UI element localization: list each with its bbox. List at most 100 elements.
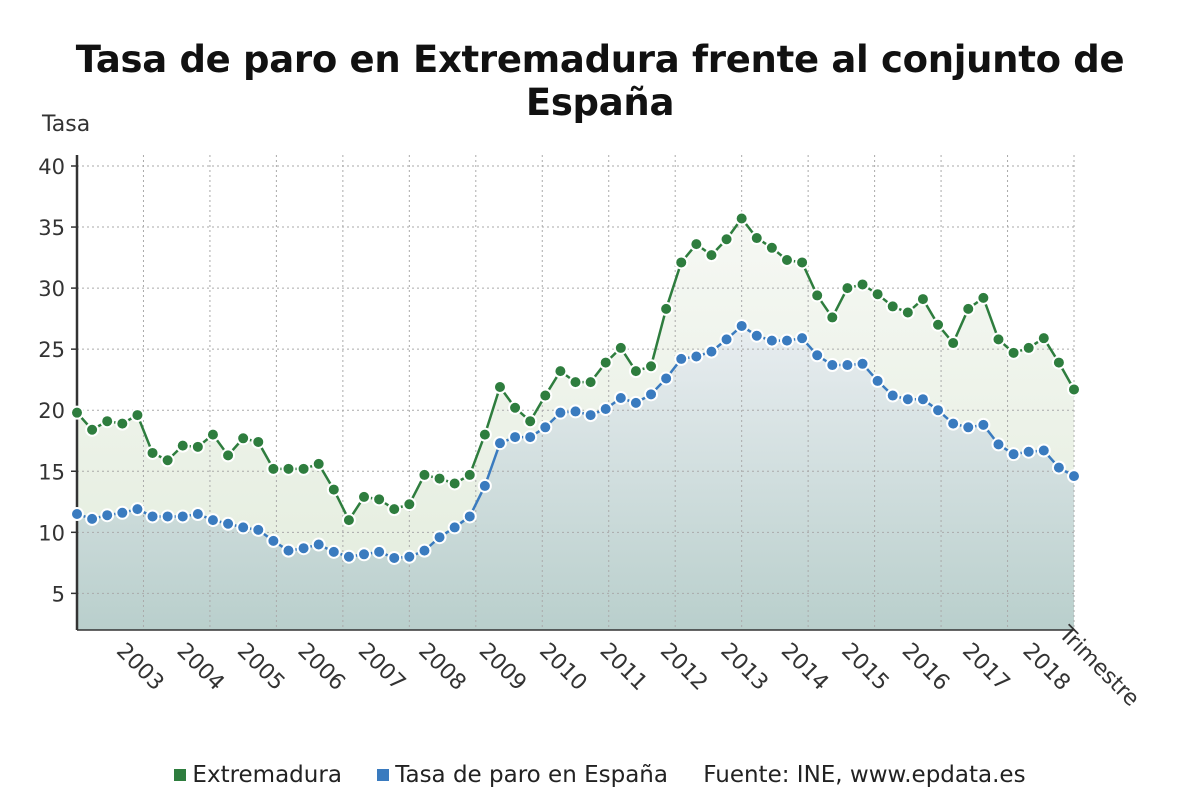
data-point <box>462 509 477 524</box>
data-point <box>175 438 190 453</box>
data-point <box>840 281 855 296</box>
x-tick-label: 2017 <box>957 639 1014 696</box>
x-tick-label: 2011 <box>595 639 652 696</box>
data-point <box>296 541 311 556</box>
data-point <box>583 408 598 423</box>
data-point <box>976 290 991 305</box>
y-tick-label: 15 <box>38 460 65 484</box>
legend-item-extremadura: Extremadura <box>174 762 342 788</box>
chart-title: Tasa de paro en Extremadura frente al co… <box>75 38 1125 124</box>
data-point <box>523 414 538 429</box>
data-point <box>855 356 870 371</box>
x-tick-label: 2012 <box>655 639 712 696</box>
data-point <box>795 331 810 346</box>
data-point <box>447 520 462 535</box>
data-point <box>1051 460 1066 475</box>
data-point <box>961 420 976 435</box>
data-point <box>508 430 523 445</box>
data-point <box>613 391 628 405</box>
data-point <box>115 416 130 431</box>
data-point <box>387 502 402 517</box>
data-point <box>296 461 311 476</box>
data-point <box>1006 345 1021 360</box>
data-point <box>931 403 946 418</box>
data-point <box>432 471 447 486</box>
data-point <box>221 516 236 531</box>
x-tick-label: 2009 <box>474 639 531 696</box>
data-point <box>885 388 900 403</box>
data-point <box>145 509 160 524</box>
data-point <box>538 388 553 403</box>
data-point <box>991 332 1006 347</box>
data-point <box>341 549 356 564</box>
data-point <box>447 476 462 491</box>
data-point <box>659 371 674 386</box>
data-point <box>1036 331 1051 346</box>
data-point <box>553 405 568 420</box>
data-point <box>462 467 477 482</box>
data-point <box>810 348 825 363</box>
data-point <box>764 333 779 348</box>
data-point <box>160 453 175 468</box>
data-point <box>523 430 538 445</box>
data-point <box>311 537 326 552</box>
data-point <box>644 359 659 374</box>
data-point <box>357 489 372 504</box>
data-point <box>870 287 885 302</box>
data-point <box>568 404 583 419</box>
data-point <box>734 318 749 333</box>
data-point <box>931 317 946 332</box>
data-point <box>628 364 643 379</box>
data-point <box>85 422 100 437</box>
x-tick-label: 2015 <box>836 639 893 696</box>
data-point <box>764 240 779 255</box>
legend-item-espana: Tasa de paro en España <box>377 762 668 788</box>
data-point <box>719 232 734 247</box>
data-point <box>613 340 628 355</box>
data-point <box>70 507 84 521</box>
x-tick-label: 2005 <box>232 639 289 696</box>
data-point <box>568 375 583 390</box>
x-tick-label: 2004 <box>172 639 229 696</box>
data-point <box>266 461 281 476</box>
data-point <box>326 544 341 559</box>
data-point <box>719 332 734 347</box>
data-point <box>477 427 492 442</box>
data-point <box>432 530 447 545</box>
data-point <box>915 292 930 307</box>
data-point <box>417 467 432 482</box>
data-point <box>508 400 523 415</box>
data-point <box>85 511 100 526</box>
x-tick-label: 2006 <box>292 639 349 696</box>
data-point <box>311 456 326 471</box>
data-point <box>553 364 568 379</box>
data-point <box>795 255 810 270</box>
y-tick-label: 25 <box>38 338 65 362</box>
data-point <box>1036 443 1051 458</box>
y-tick-label: 5 <box>52 582 65 606</box>
data-point <box>130 408 145 423</box>
data-point <box>341 513 356 528</box>
data-point <box>674 351 689 366</box>
data-point <box>976 417 991 432</box>
data-point <box>810 288 825 303</box>
data-point <box>1051 355 1066 370</box>
legend: Extremadura Tasa de paro en España Fuent… <box>0 762 1200 788</box>
x-tick-label: 2014 <box>776 639 833 696</box>
data-point <box>175 509 190 524</box>
y-tick-label: 30 <box>38 277 65 301</box>
data-point <box>900 305 915 320</box>
data-point <box>628 395 643 410</box>
area-espana <box>77 325 1074 630</box>
data-point <box>190 507 205 521</box>
data-point <box>779 253 794 268</box>
x-tick-label: 2010 <box>534 639 591 696</box>
data-point <box>1006 447 1021 462</box>
data-point <box>704 344 719 359</box>
data-point <box>130 502 145 517</box>
data-point <box>825 310 840 325</box>
data-point <box>734 211 749 226</box>
data-point <box>251 522 266 537</box>
legend-label: Extremadura <box>192 762 342 788</box>
